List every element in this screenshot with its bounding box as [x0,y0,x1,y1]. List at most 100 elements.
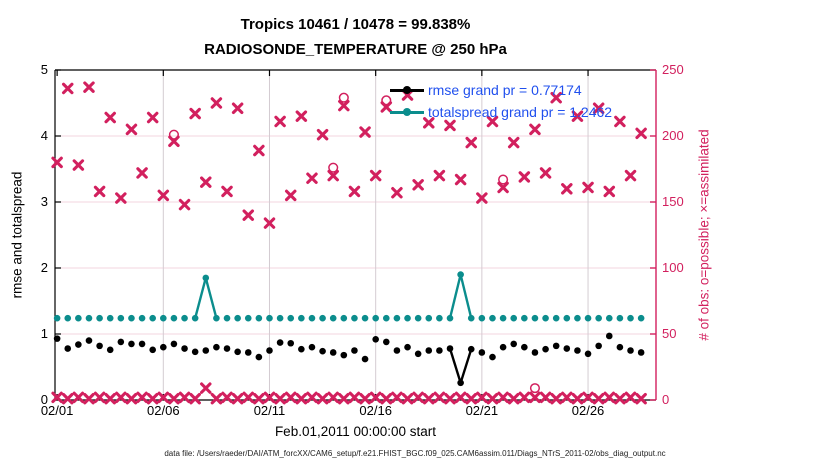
rmse-point-marker [414,350,422,358]
totalspread-point-marker [244,314,252,322]
obs-x-marker [635,392,647,405]
rmse-point-marker [202,347,210,354]
obs-x-marker [157,189,170,202]
obs-x-marker [263,391,276,404]
rmse-point-marker [382,338,390,346]
rmse-point-marker [340,351,348,359]
obs-x-marker [83,81,95,93]
obs-x-marker [348,185,361,198]
obs-x-marker [380,392,393,405]
totalspread-point-marker [213,314,220,322]
obs-x-marker [263,217,276,229]
totalspread-point-marker [149,314,156,322]
rmse-point-marker [255,353,263,361]
legend-label-rmse: rmse grand pr = 0.77174 [428,82,582,98]
obs-x-marker [550,392,562,405]
legend-row-rmse: rmse grand pr = 0.77174 [390,79,612,101]
rmse-point-marker [616,343,624,351]
rmse-point-marker [499,343,507,351]
obs-x-marker [624,169,637,182]
rmse-point-marker [160,343,167,351]
obs-x-marker [210,97,223,109]
obs-x-marker [242,391,255,404]
rmse-point-marker [96,342,103,350]
obs-x-marker [146,392,159,405]
rmse-point-marker [234,348,241,356]
totalspread-point-marker [584,314,592,322]
rmse-point-marker [308,343,316,351]
obs-x-marker [454,391,467,404]
x-tick-label: 02/06 [147,403,180,418]
obs-x-marker [539,391,552,404]
rmse-point-marker [287,339,295,347]
obs-x-marker [433,391,446,404]
obs-x-marker [391,187,403,199]
obs-o-marker [338,92,349,103]
rmse-point-marker [393,347,401,354]
obs-x-marker [306,172,318,184]
obs-x-marker [274,115,286,128]
totalspread-point-marker [510,314,518,322]
y-left-tick-label: 3 [40,194,48,209]
rmse-point-marker [446,345,454,352]
y-right-tick-label: 200 [662,128,684,143]
totalspread-line-swatch-icon [390,107,424,117]
totalspread-point-marker [287,314,295,322]
rmse-point-marker [521,343,528,351]
rmse-point-marker [637,349,645,356]
n_assimilated-series [51,81,647,229]
totalspread-point-marker [446,314,454,322]
legend-row-totalspread: totalspread grand pr = 1.2462 [390,101,612,123]
rmse-point-marker [244,349,252,356]
rmse-point-marker [595,342,602,350]
obs-x-marker [614,115,626,128]
obs-x-marker [242,209,255,221]
obs-x-marker [306,391,318,404]
obs-x-marker [423,392,435,405]
rmse-point-marker [149,346,156,354]
totalspread-point-marker [457,271,464,278]
obs-x-marker [359,392,371,405]
obs-o-marker [168,129,179,140]
obs-x-marker [369,391,382,404]
obs-x-marker [561,391,573,404]
totalspread-point-marker [276,314,284,322]
rmse-line-swatch-icon [390,85,424,95]
obs-x-marker [603,391,616,404]
totalspread-point-marker [489,314,496,322]
obs-x-marker [316,392,329,405]
rmse-point-marker [128,340,135,348]
totalspread-point-marker [223,314,231,322]
legend-label-totalspread: totalspread grand pr = 1.2462 [428,104,613,120]
rmse-series [53,332,645,387]
rmse-point-marker [298,345,305,353]
rmse-point-marker [627,347,634,354]
rmse-point-marker [85,337,93,344]
totalspread-point-marker [202,274,210,282]
rmse-point-marker [457,379,464,387]
obs-x-marker [61,392,74,405]
totalspread-dot-icon [403,108,411,116]
obs-x-marker [465,136,477,149]
obs-x-marker [571,110,584,122]
totalspread-point-marker [329,314,337,322]
totalspread-point-marker [117,314,125,322]
totalspread-point-marker [574,314,581,322]
obs-x-marker [231,102,244,115]
obs-x-marker [592,392,605,405]
obs-x-marker [529,123,541,136]
totalspread-point-marker [53,314,61,322]
totalspread-point-marker [595,314,602,322]
totalspread-point-marker [75,314,82,322]
obs-x-marker [369,169,382,182]
obs-x-marker [295,110,308,122]
rmse-dot-icon [403,86,411,94]
totalspread-point-marker [436,314,443,322]
totalspread-point-marker [138,314,146,322]
obs-x-marker [476,192,488,204]
x-tick-label: 02/26 [571,403,605,418]
obs-x-marker [497,181,509,194]
obs-x-marker [295,392,308,405]
obs-x-marker [614,392,626,405]
x-axis-label: Feb.01,2011 00:00:00 start [274,424,437,439]
